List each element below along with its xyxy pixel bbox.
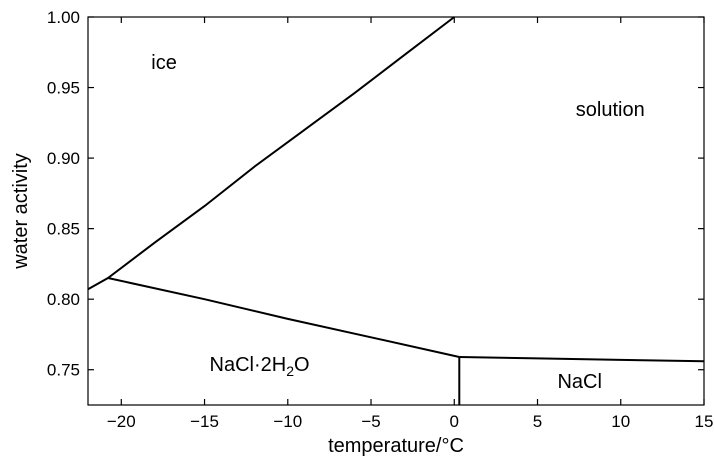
y-tick-label: 1.00 [47, 8, 80, 27]
plot-frame [87, 16, 705, 406]
y-tick-label: 0.85 [47, 220, 80, 239]
x-tick-label: −5 [361, 412, 380, 431]
x-tick-label: 0 [450, 412, 459, 431]
x-tick-label: −20 [107, 412, 136, 431]
boundary-line-ice-hydrate [107, 277, 460, 358]
x-tick-label: 15 [695, 412, 714, 431]
x-tick-label: −10 [273, 412, 302, 431]
y-tick-label: 0.90 [47, 149, 80, 168]
y-axis-title: water activity [10, 153, 32, 270]
region-label-solution: solution [576, 99, 645, 121]
region-label-ice: ice [151, 52, 177, 74]
y-tick-label: 0.75 [47, 361, 80, 380]
boundary-line-ice-solution [87, 16, 455, 291]
region-label-nacl-hydrate: NaCl·2H2O [210, 354, 310, 379]
y-tick-label: 0.95 [47, 79, 80, 98]
x-tick-label: −15 [190, 412, 219, 431]
region-label-nacl: NaCl [557, 371, 601, 393]
y-tick-label: 0.80 [47, 290, 80, 309]
x-axis-title: temperature/°C [328, 435, 464, 457]
boundary-line-solution-nacl [459, 356, 705, 363]
x-tick-label: 5 [533, 412, 542, 431]
x-tick-label: 10 [611, 412, 630, 431]
